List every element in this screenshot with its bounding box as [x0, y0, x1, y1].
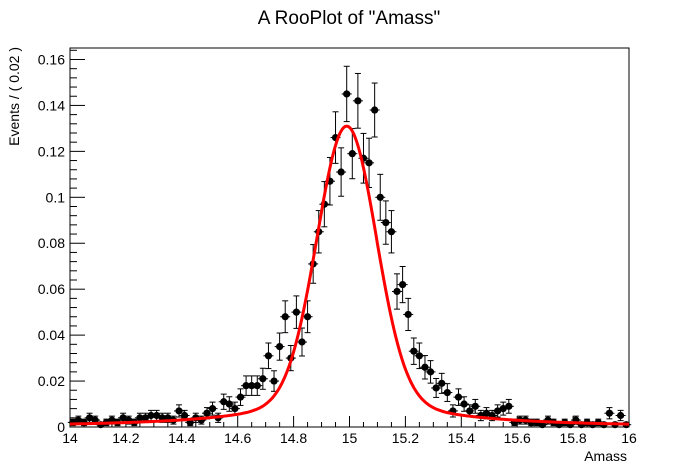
data-point	[225, 400, 233, 408]
y-axis-label: Events / ( 0.02 )	[6, 47, 22, 146]
data-point	[387, 228, 396, 236]
data-point	[153, 411, 161, 420]
data-point	[371, 106, 379, 114]
data-point	[494, 407, 502, 415]
data-point	[354, 97, 362, 105]
x-tick-label: 14.6	[224, 430, 251, 446]
y-tick-label: 0.1	[46, 189, 66, 205]
data-point	[203, 409, 211, 417]
x-tick-label: 15	[342, 430, 358, 446]
x-tick-label: 15.2	[392, 430, 419, 446]
data-point	[85, 414, 94, 422]
chart-title: A RooPlot of "Amass"	[258, 8, 440, 29]
data-point	[617, 411, 625, 420]
data-point	[466, 407, 474, 415]
data-point	[343, 90, 351, 98]
y-tick-label: 0.12	[38, 143, 65, 159]
data-point	[208, 405, 217, 413]
data-point	[365, 159, 373, 167]
data-point	[460, 400, 468, 408]
data-point	[253, 382, 261, 390]
data-point	[426, 368, 435, 376]
data-point	[292, 308, 300, 316]
data-point	[147, 411, 155, 420]
data-point	[236, 393, 245, 401]
data-point	[471, 402, 479, 410]
x-tick-label: 14.2	[112, 430, 139, 446]
data-point	[393, 287, 401, 296]
y-axis: 0 0.02 0.04 0.06 0.08 0.1 0.12 0.14 0.16	[38, 49, 85, 435]
y-tick-label: 0.06	[38, 281, 65, 297]
data-point	[415, 352, 423, 360]
plot-area-frame	[69, 47, 630, 428]
data-point	[242, 382, 250, 390]
data-point	[337, 168, 345, 176]
fit-curve	[70, 124, 629, 426]
data-point	[303, 313, 312, 321]
data-points	[69, 90, 630, 429]
x-tick-label: 15.6	[504, 430, 531, 446]
data-point	[270, 377, 278, 385]
data-point	[119, 414, 127, 422]
data-point	[348, 150, 356, 158]
x-tick-label: 14.4	[168, 430, 195, 446]
data-point	[421, 363, 429, 371]
data-point	[410, 347, 418, 355]
data-point	[438, 379, 446, 387]
y-tick-label: 0.08	[38, 235, 65, 251]
data-point	[454, 393, 463, 401]
data-point	[281, 313, 289, 321]
data-point	[220, 398, 228, 406]
y-tick-label: 0.02	[38, 373, 65, 389]
data-point	[432, 384, 440, 392]
y-tick-label: 0	[57, 419, 65, 435]
data-point	[382, 218, 390, 227]
y-tick-label: 0.04	[38, 327, 65, 343]
data-point	[399, 280, 407, 289]
data-point	[259, 375, 267, 383]
data-point	[136, 414, 144, 422]
data-point	[376, 193, 384, 201]
plot-frame	[69, 47, 630, 428]
x-tick-label: 16	[621, 430, 637, 446]
data-point	[298, 338, 306, 346]
x-tick-label: 15.4	[448, 430, 475, 446]
data-point	[175, 407, 183, 415]
data-point	[443, 388, 451, 397]
x-tick-label: 15.8	[559, 430, 586, 446]
x-axis-label: Amass	[584, 448, 627, 464]
data-point	[404, 310, 412, 319]
data-point	[499, 405, 507, 413]
data-point	[248, 382, 256, 390]
data-point	[482, 409, 491, 417]
data-point	[276, 343, 284, 351]
data-point	[141, 414, 150, 422]
data-point	[74, 416, 82, 424]
data-point	[264, 352, 273, 360]
y-tick-label: 0.14	[38, 97, 65, 113]
data-point	[180, 411, 189, 420]
x-tick-label: 14.8	[280, 430, 307, 446]
x-tick-label: 14	[62, 430, 78, 446]
x-axis: 14 14.2 14.4 14.6 14.8 15 15.2 15.4 15.6 15.8 16	[62, 416, 637, 446]
data-point	[231, 405, 239, 413]
data-error-bars	[67, 65, 632, 428]
y-tick-label: 0.16	[38, 51, 65, 67]
data-point	[605, 409, 614, 417]
data-point	[505, 402, 513, 410]
